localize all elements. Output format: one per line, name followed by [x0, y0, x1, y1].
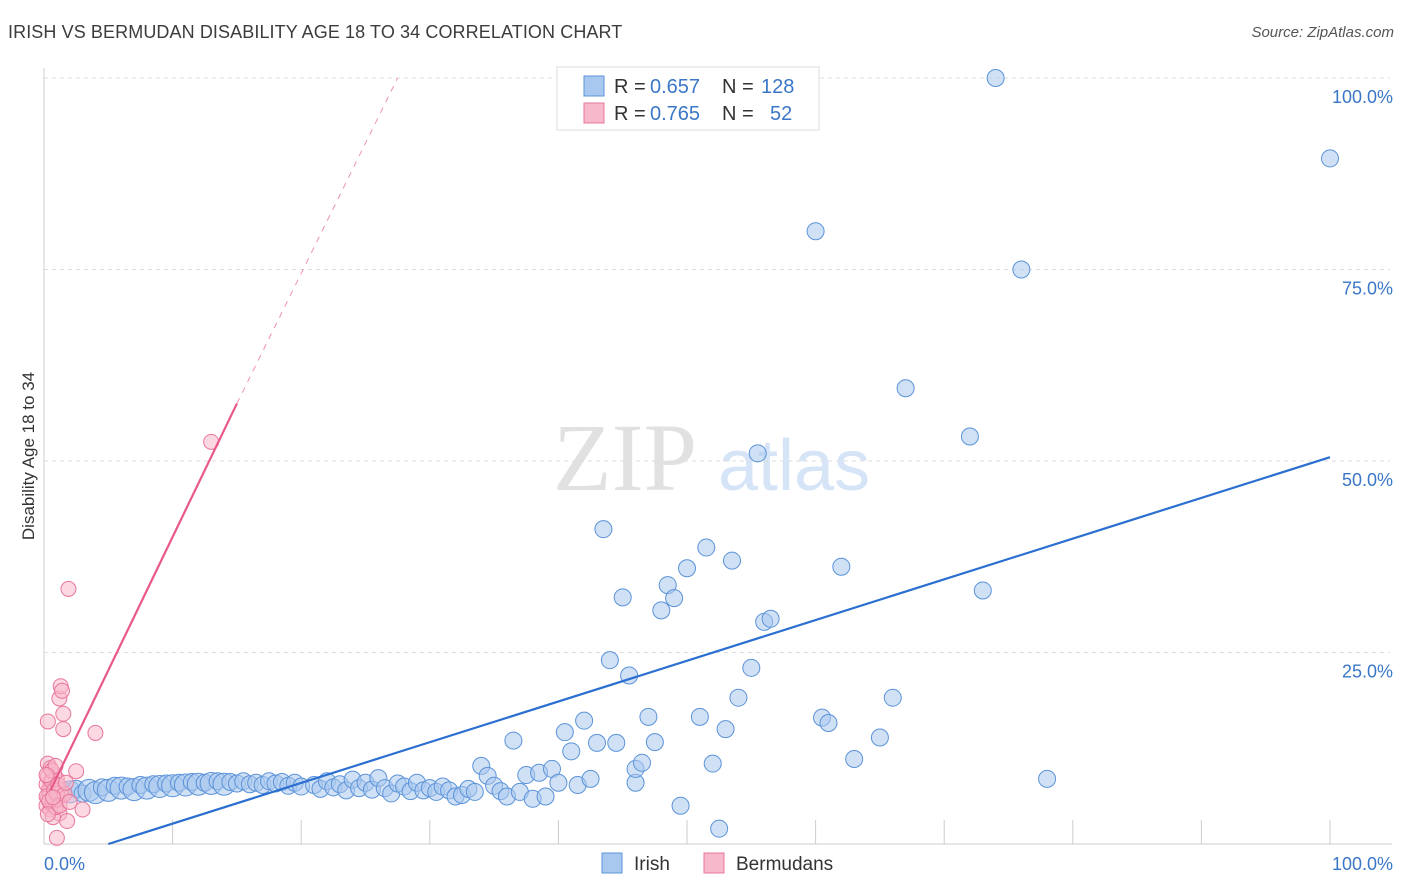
- bottom-legend-irish: Irish: [634, 854, 670, 875]
- bermudan-point-42: [48, 829, 65, 846]
- irish-point-107: [748, 444, 767, 463]
- irish-point-109: [761, 609, 780, 628]
- bermudan-point-30: [39, 713, 56, 730]
- legend-swatch-irish: [583, 75, 605, 97]
- bermudan-point-41: [59, 813, 76, 830]
- trend-lines: [49, 77, 1331, 846]
- legend-n-label-irish: N =: [722, 76, 754, 98]
- y-tick-label-25: 25.0%: [1342, 662, 1393, 682]
- irish-point-82: [581, 769, 600, 788]
- irish-point-112: [819, 713, 838, 732]
- legend-r-label-irish: R =: [614, 76, 646, 98]
- bermudan-point-38: [87, 724, 104, 741]
- irish-point-103: [716, 720, 735, 739]
- irish-point-106: [742, 658, 761, 677]
- irish-point-116: [883, 688, 902, 707]
- irish-point-85: [600, 651, 619, 670]
- irish-point-117: [896, 379, 915, 398]
- irish-point-84: [594, 520, 613, 539]
- source-credit: Source: ZipAtlas.com: [1251, 24, 1394, 41]
- irish-point-86: [607, 733, 626, 752]
- irish-point-123: [1321, 149, 1339, 168]
- irish-point-81: [575, 711, 594, 730]
- bermudan-trend-line: [49, 403, 238, 791]
- y-axis-title: Disability Age 18 to 34: [19, 372, 38, 540]
- chart-title: IRISH VS BERMUDAN DISABILITY AGE 18 TO 3…: [8, 22, 623, 42]
- irish-point-83: [587, 733, 606, 752]
- irish-point-115: [870, 728, 889, 747]
- irish-point-87: [613, 588, 632, 607]
- x-tick-label-min: 0.0%: [44, 854, 85, 874]
- irish-point-92: [639, 707, 658, 726]
- irish-point-101: [703, 754, 722, 773]
- y-tick-label-100: 100.0%: [1332, 87, 1393, 107]
- irish-point-78: [555, 723, 574, 742]
- irish-point-120: [986, 69, 1005, 87]
- irish-point-93: [645, 733, 664, 752]
- legend-r-value-irish: 0.657: [650, 76, 700, 98]
- bermudan-point-33: [54, 682, 71, 699]
- legend-swatch-bermudans: [583, 102, 605, 124]
- legend-n-value-bermudans: 52: [770, 103, 792, 125]
- irish-point-122: [1038, 769, 1057, 788]
- x-tick-label-max: 100.0%: [1332, 854, 1393, 874]
- irish-point-96: [665, 589, 684, 608]
- grid: [44, 77, 1390, 653]
- bottom-legend-swatch-bermudans: [703, 852, 725, 874]
- bottom-legend-bermudans: Bermudans: [736, 854, 833, 875]
- axes: [43, 68, 1392, 845]
- irish-point-104: [723, 551, 742, 570]
- bermudan-point-51: [57, 774, 74, 791]
- bermudan-point-40: [74, 801, 91, 818]
- bermudan-points: [38, 433, 220, 846]
- irish-point-97: [671, 796, 690, 815]
- irish-point-119: [973, 581, 992, 600]
- irish-point-75: [536, 787, 555, 806]
- irish-point-121: [1012, 260, 1031, 279]
- irish-point-113: [832, 557, 851, 576]
- bermudan-point-49: [38, 767, 55, 784]
- irish-point-70: [504, 731, 523, 750]
- legend-n-label-bermudans: N =: [722, 103, 754, 125]
- irish-point-79: [562, 742, 581, 761]
- bermudan-point-37: [68, 763, 85, 780]
- irish-point-98: [678, 559, 696, 578]
- bermudan-point-35: [55, 721, 72, 738]
- bermudan-point-43: [39, 806, 56, 823]
- bermudan-point-34: [55, 705, 72, 722]
- irish-point-105: [729, 688, 748, 707]
- irish-point-110: [806, 222, 825, 241]
- irish-point-102: [710, 819, 729, 838]
- tick-labels: 25.0% 50.0% 75.0% 100.0% 0.0% 100.0%: [44, 87, 1393, 874]
- irish-point-118: [960, 427, 979, 446]
- irish-point-114: [845, 749, 864, 768]
- watermark-zip: ZIP: [553, 404, 697, 511]
- y-tick-label-50: 50.0%: [1342, 470, 1393, 490]
- bermudan-trend-extension: [236, 77, 399, 404]
- irish-point-91: [632, 753, 651, 772]
- legend-r-label-bermudans: R =: [614, 103, 646, 125]
- y-tick-label-75: 75.0%: [1342, 279, 1393, 299]
- series-legend: Irish Bermudans: [601, 852, 833, 875]
- watermark-atlas: atlas: [718, 426, 870, 506]
- irish-point-99: [690, 707, 709, 726]
- bermudan-point-36: [60, 580, 77, 597]
- irish-point-77: [549, 773, 568, 792]
- irish-trend-line: [107, 456, 1331, 846]
- stats-legend: R = 0.657 N = 128 R = 0.765 N = 52: [556, 66, 820, 131]
- bermudan-point-48: [61, 793, 78, 810]
- legend-n-value-irish: 128: [761, 76, 794, 98]
- irish-point-94: [652, 601, 671, 620]
- legend-r-value-bermudans: 0.765: [650, 103, 700, 125]
- irish-point-100: [697, 538, 716, 557]
- irish-point-64: [465, 782, 484, 801]
- bermudan-point-50: [45, 789, 62, 806]
- bottom-legend-swatch-irish: [601, 852, 623, 874]
